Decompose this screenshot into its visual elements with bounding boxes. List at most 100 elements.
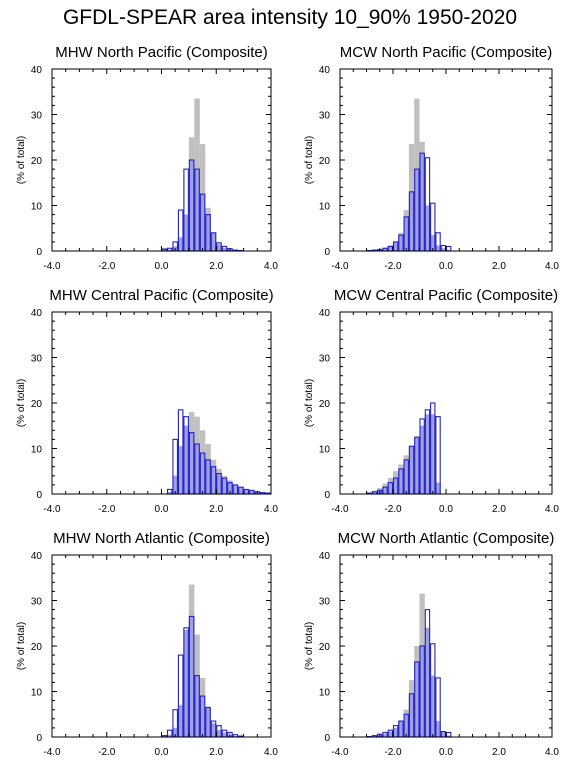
bar-overlap — [172, 727, 178, 737]
panel-title: MHW North Pacific (Composite) — [55, 44, 268, 61]
y-axis-label: (% of total) — [16, 622, 27, 670]
bar-overlap — [177, 446, 184, 494]
bar-outline — [435, 416, 441, 495]
bar-overlap — [446, 735, 452, 737]
bar-overlap — [172, 475, 178, 494]
y-tick-label: 20 — [31, 156, 43, 167]
bar-overlap — [227, 482, 233, 494]
panel-5: MHW North Atlantic (Composite) (% of tota… — [16, 530, 278, 758]
bar-overlap — [382, 487, 388, 494]
bar-overlap — [199, 696, 206, 737]
y-tick-label: 40 — [31, 551, 43, 562]
y-tick-label: 10 — [319, 688, 331, 699]
x-tick-label: 2.0 — [209, 261, 223, 272]
y-tick-label: 30 — [319, 354, 331, 365]
bar-overlap — [166, 491, 173, 494]
bar-overlap — [408, 191, 415, 251]
bar-overlap — [221, 478, 228, 494]
x-tick-label: 2.0 — [492, 504, 506, 515]
x-tick-label: 0.0 — [439, 504, 453, 515]
bar-overlap — [424, 414, 431, 494]
bar-overlap — [205, 707, 211, 737]
panel-title: MHW Central Pacific (Composite) — [49, 287, 273, 304]
bar-overlap — [440, 248, 446, 251]
plot-frame — [51, 554, 272, 738]
y-tick-label: 30 — [319, 111, 331, 122]
bar-overlap — [249, 490, 255, 494]
bar-overlap — [216, 473, 222, 494]
bar-overlap — [199, 194, 206, 251]
bar-overlap — [424, 627, 431, 737]
bar-overlap — [177, 237, 184, 251]
bar-overlap — [161, 735, 167, 737]
y-tick-label: 20 — [31, 642, 43, 653]
x-tick-label: -4.0 — [331, 747, 349, 758]
y-tick-label: 10 — [319, 202, 331, 213]
bar-overlap — [205, 459, 211, 494]
bar-overlap — [398, 468, 404, 494]
x-tick-label: 0.0 — [439, 747, 453, 758]
panel-1: MHW North Pacific (Composite) (% of total… — [16, 44, 278, 272]
bar-overlap — [403, 216, 409, 251]
bar-overlap — [414, 169, 420, 251]
bar-overlap — [188, 432, 195, 494]
y-axis-label: (% of total) — [304, 379, 315, 427]
x-tick-label: -4.0 — [331, 261, 349, 272]
y-tick-label: 40 — [319, 308, 331, 319]
y-tick-label: 40 — [319, 65, 331, 76]
y-tick-label: 0 — [324, 247, 330, 258]
bar-overlap — [183, 630, 189, 737]
x-tick-label: 4.0 — [264, 747, 278, 758]
bar-overlap — [221, 247, 228, 251]
x-tick-label: -2.0 — [98, 261, 116, 272]
bar-overlap — [430, 675, 436, 737]
y-tick-label: 30 — [31, 354, 43, 365]
bar-overlap — [216, 730, 222, 737]
plot-frame — [51, 311, 272, 495]
plot-frame — [51, 68, 272, 252]
bar-overlap — [177, 705, 184, 737]
bar-overlap — [387, 482, 393, 494]
bar-overlap — [371, 491, 378, 494]
x-tick-label: -2.0 — [98, 747, 116, 758]
y-axis-label: (% of total) — [16, 379, 27, 427]
plot-frame — [339, 554, 553, 738]
y-tick-label: 0 — [36, 490, 42, 501]
bar-overlap — [398, 721, 404, 737]
bar-overlap — [403, 714, 409, 737]
bar-overlap — [194, 169, 200, 251]
x-tick-label: -2.0 — [384, 504, 402, 515]
bar-overlap — [210, 232, 217, 251]
y-tick-label: 10 — [31, 202, 43, 213]
x-tick-label: -4.0 — [43, 504, 61, 515]
bar-overlap — [194, 675, 200, 737]
bar-overlap — [194, 443, 200, 494]
y-tick-label: 20 — [319, 399, 331, 410]
bar-overlap — [393, 478, 399, 494]
bar-overlap — [430, 235, 436, 251]
bar-overlap — [382, 733, 388, 737]
y-tick-label: 0 — [36, 247, 42, 258]
x-tick-label: -2.0 — [384, 747, 402, 758]
y-axis-label: (% of total) — [304, 622, 315, 670]
y-tick-label: 10 — [319, 445, 331, 456]
bar-overlap — [393, 241, 399, 251]
x-tick-label: 0.0 — [155, 504, 169, 515]
y-tick-label: 20 — [319, 156, 331, 167]
bar-overlap — [435, 482, 441, 494]
panel-2: MCW North Pacific (Composite) (% of total… — [304, 44, 559, 272]
x-tick-label: 0.0 — [155, 747, 169, 758]
panel-6: MCW North Atlantic (Composite) (% of tota… — [304, 530, 559, 758]
bar-overlap — [382, 248, 388, 251]
y-tick-label: 40 — [31, 308, 43, 319]
y-tick-label: 10 — [31, 445, 43, 456]
bar-overlap — [232, 484, 239, 494]
y-tick-label: 20 — [31, 399, 43, 410]
bar-overlap — [188, 616, 195, 737]
x-tick-label: -4.0 — [43, 261, 61, 272]
bar-overlap — [260, 492, 266, 494]
x-tick-label: 4.0 — [545, 261, 559, 272]
y-tick-label: 0 — [324, 490, 330, 501]
x-tick-label: 4.0 — [264, 504, 278, 515]
bar-overlap — [166, 734, 173, 737]
